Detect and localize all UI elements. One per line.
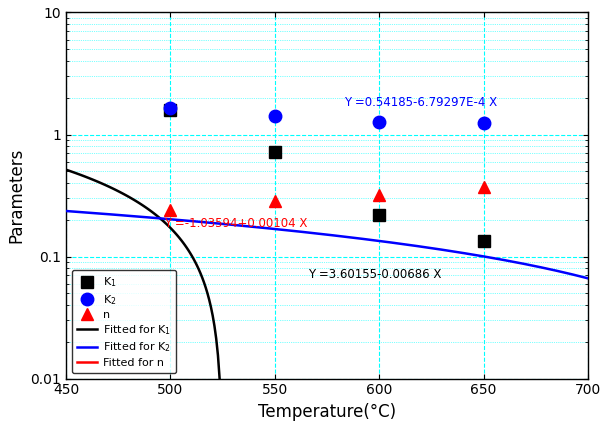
n (480, 184, 487, 189)
Line: Fitted for K$_1$: Fitted for K$_1$ (66, 170, 221, 426)
K$_1$ (167, 107, 174, 112)
Fitted for K$_2$ (502, 258, 510, 263)
n (167, 207, 174, 212)
Fitted for K$_2$ (382, 239, 389, 244)
K$_1$ (271, 149, 278, 155)
Legend: K$_1$, K$_2$, n, Fitted for K$_1$, Fitted for K$_2$, Fitted for n: K$_1$, K$_2$, n, Fitted for K$_1$, Fitte… (72, 270, 176, 373)
n (376, 193, 383, 198)
Fitted for K$_1$ (63, 167, 70, 172)
K$_1$ (376, 212, 383, 217)
Line: n: n (164, 180, 490, 216)
Fitted for K$_1$ (195, 267, 202, 272)
X-axis label: Temperature(°C): Temperature(°C) (258, 403, 396, 421)
Fitted for K$_2$ (63, 208, 70, 214)
Fitted for K$_2$ (536, 265, 543, 270)
Fitted for K$_2$ (64, 208, 72, 214)
Y-axis label: Parameters: Parameters (7, 148, 25, 243)
Fitted for K$_1$ (218, 424, 225, 428)
Fitted for K$_1$ (211, 324, 218, 329)
Fitted for K$_1$ (109, 186, 117, 191)
K$_2$ (271, 113, 278, 119)
Text: Y =0.54185-6.79297E-4 X: Y =0.54185-6.79297E-4 X (344, 96, 497, 109)
K$_2$ (376, 119, 383, 125)
Line: K$_2$: K$_2$ (164, 102, 490, 129)
Line: Fitted for K$_2$: Fitted for K$_2$ (66, 211, 588, 278)
n (271, 199, 278, 204)
Text: Y =-1.03594+0.00104 X: Y =-1.03594+0.00104 X (164, 217, 308, 230)
Line: K$_1$: K$_1$ (164, 103, 490, 247)
K$_1$ (480, 238, 487, 243)
K$_2$ (167, 105, 174, 110)
Fitted for K$_1$ (192, 259, 199, 265)
Fitted for K$_2$ (584, 276, 592, 281)
Fitted for K$_1$ (171, 229, 178, 235)
Fitted for K$_2$ (371, 238, 379, 243)
Fitted for K$_1$ (83, 175, 91, 180)
Text: Y =3.60155-0.00686 X: Y =3.60155-0.00686 X (308, 268, 441, 281)
K$_2$ (480, 121, 487, 126)
Fitted for K$_2$ (373, 238, 381, 243)
